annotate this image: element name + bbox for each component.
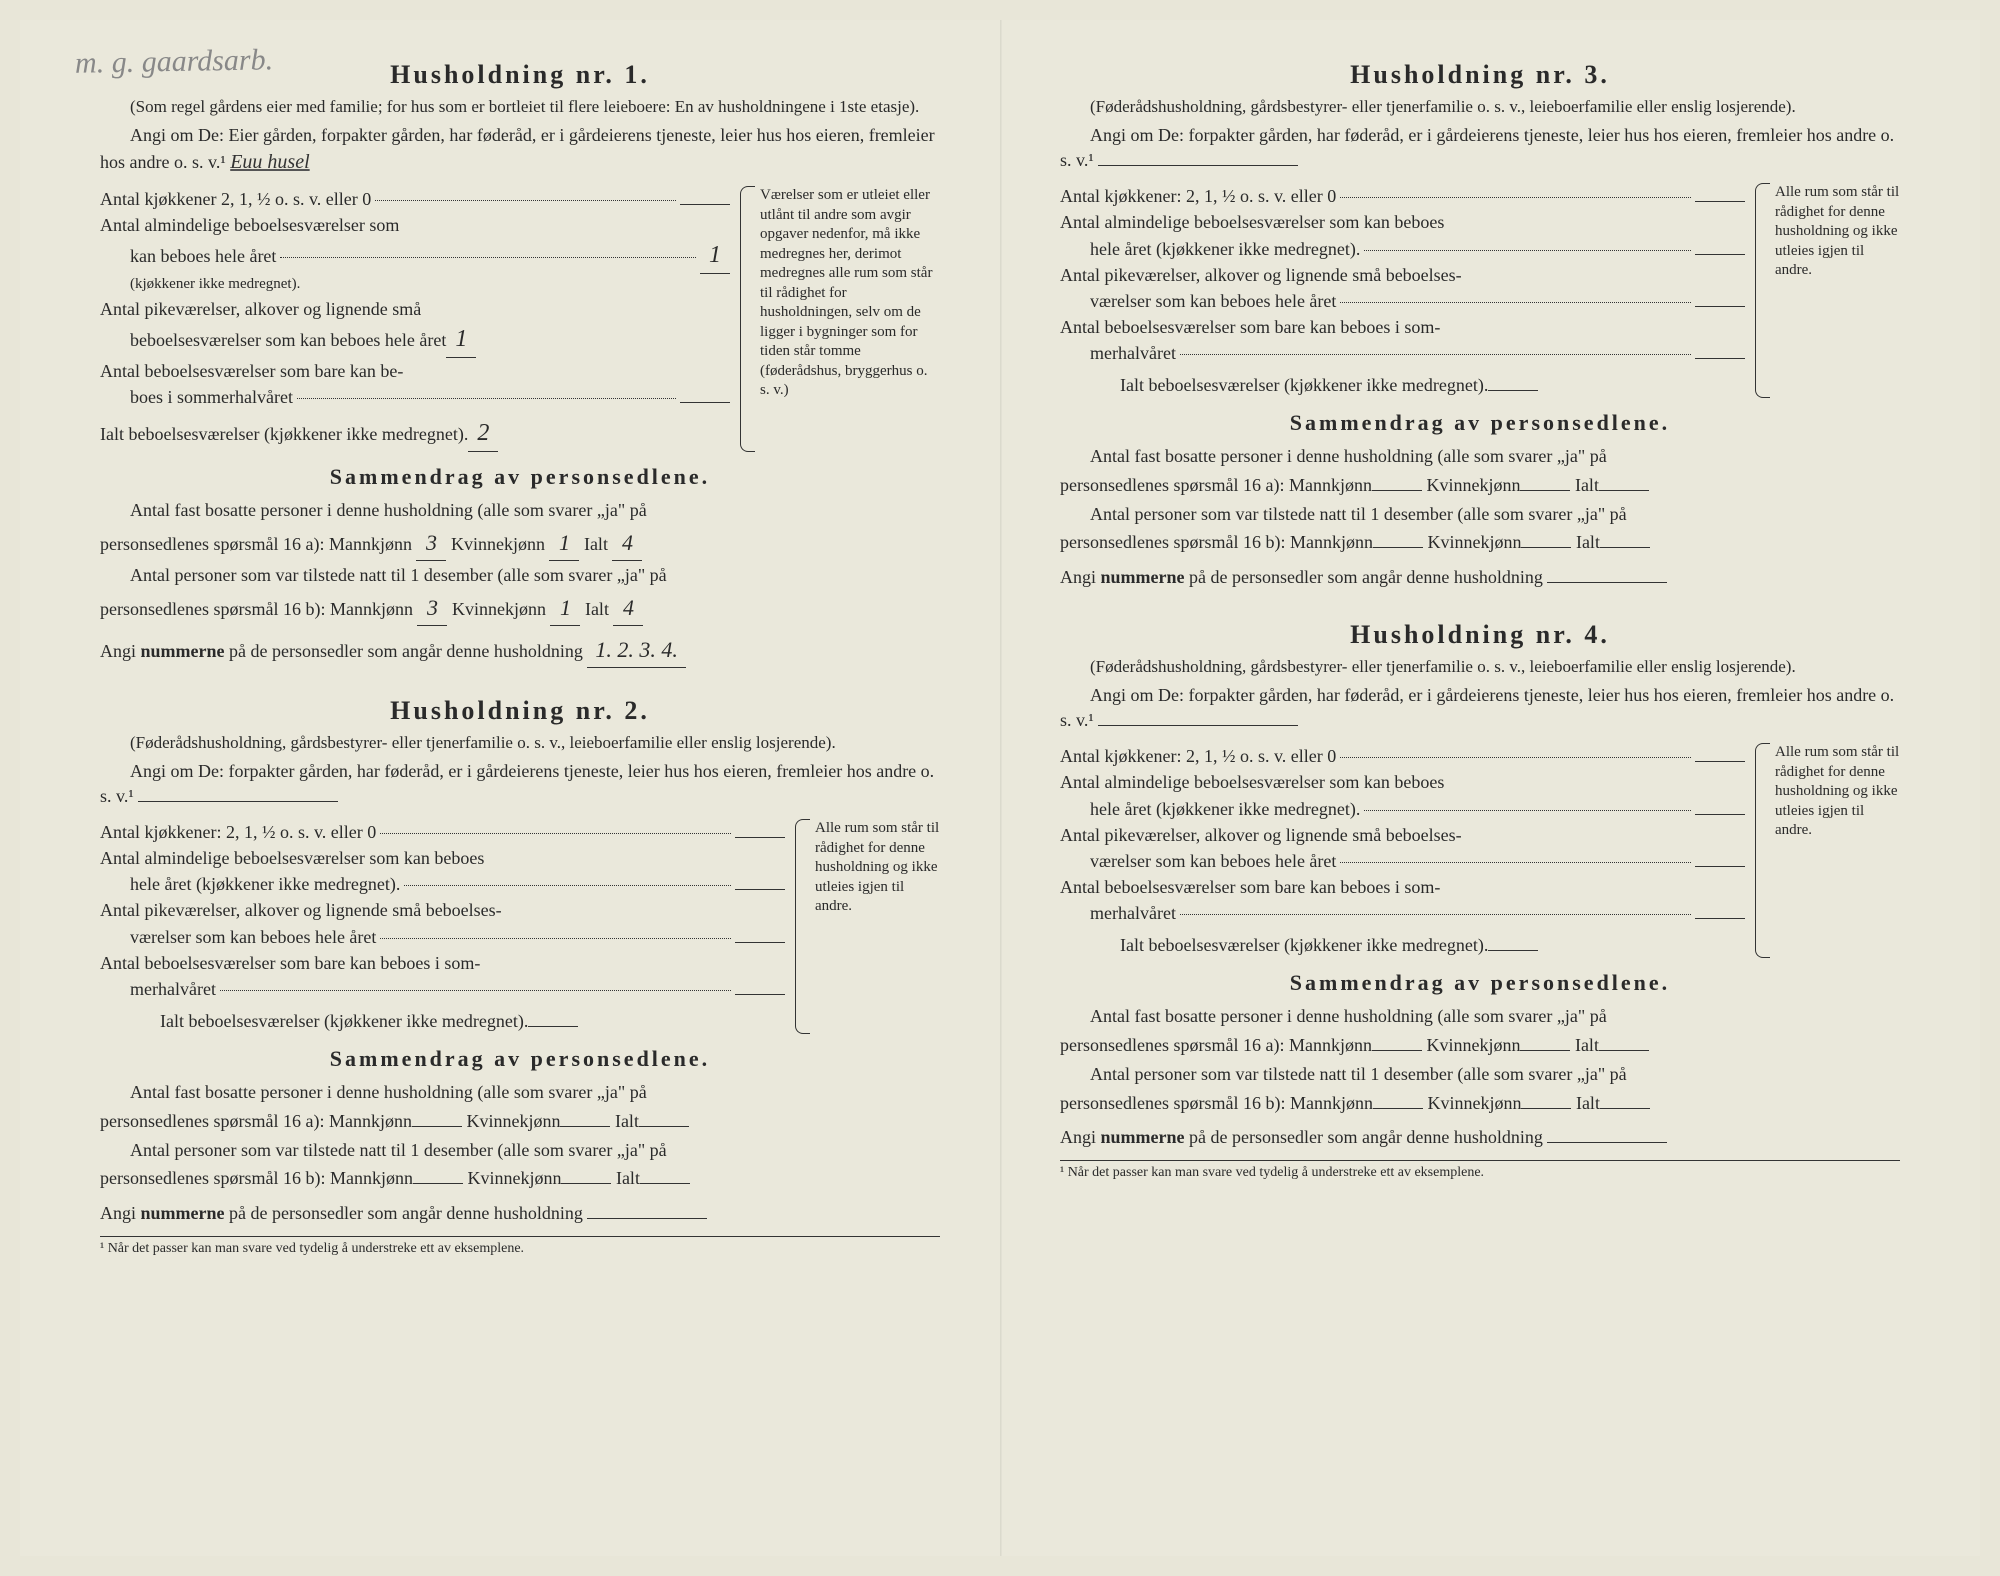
- nummerne-value: 1. 2. 3. 4.: [587, 632, 686, 668]
- household-4-subtitle: (Føderådshusholdning, gårdsbestyrer- ell…: [1060, 656, 1900, 679]
- household-4-rooms: Antal kjøkkener: 2, 1, ½ o. s. v. eller …: [1060, 743, 1900, 958]
- right-page: Husholdning nr. 3. (Føderådshusholdning,…: [1000, 20, 1980, 1556]
- household-4-summary-title: Sammendrag av personsedlene.: [1060, 970, 1900, 996]
- household-3-side-note: Alle rum som står til rådighet for denne…: [1760, 183, 1900, 398]
- kvinne-a-value: 1: [549, 525, 579, 561]
- household-2-angi: Angi om De: forpakter gården, har føderå…: [100, 759, 940, 809]
- household-2-summary-title: Sammendrag av personsedlene.: [100, 1046, 940, 1072]
- household-2-subtitle: (Føderådshusholdning, gårdsbestyrer- ell…: [100, 732, 940, 755]
- ialt-b-value: 4: [613, 590, 643, 626]
- household-3-angi: Angi om De: forpakter gården, har føderå…: [1060, 123, 1900, 173]
- household-1-angi: Angi om De: Eier gården, forpakter gårde…: [100, 123, 940, 176]
- household-4-side-note: Alle rum som står til rådighet for denne…: [1760, 743, 1900, 958]
- household-1-title: Husholdning nr. 1.: [100, 60, 940, 90]
- rooms-maid-value: 1: [446, 322, 476, 358]
- household-4: Husholdning nr. 4. (Føderådshusholdning,…: [1060, 620, 1900, 1181]
- household-4-angi: Angi om De: forpakter gården, har føderå…: [1060, 683, 1900, 733]
- household-2: Husholdning nr. 2. (Føderådshusholdning,…: [100, 696, 940, 1257]
- household-2-side-note: Alle rum som står til rådighet for denne…: [800, 819, 940, 1034]
- household-3-rooms: Antal kjøkkener: 2, 1, ½ o. s. v. eller …: [1060, 183, 1900, 398]
- mann-b-value: 3: [417, 590, 447, 626]
- left-page: Husholdning nr. 1. (Som regel gårdens ei…: [20, 20, 1000, 1556]
- kvinne-b-value: 1: [550, 590, 580, 626]
- household-2-rooms: Antal kjøkkener: 2, 1, ½ o. s. v. eller …: [100, 819, 940, 1034]
- household-1-subtitle: (Som regel gårdens eier med familie; for…: [100, 96, 940, 119]
- rooms-ordinary-value: 1: [700, 238, 730, 274]
- household-3-summary-title: Sammendrag av personsedlene.: [1060, 410, 1900, 436]
- household-3-title: Husholdning nr. 3.: [1060, 60, 1900, 90]
- rooms-total-value: 2: [468, 416, 498, 452]
- ialt-a-value: 4: [612, 525, 642, 561]
- household-3: Husholdning nr. 3. (Føderådshusholdning,…: [1060, 60, 1900, 592]
- census-document: m. g. gaardsarb. Husholdning nr. 1. (Som…: [20, 20, 1980, 1556]
- household-3-subtitle: (Føderådshusholdning, gårdsbestyrer- ell…: [1060, 96, 1900, 119]
- household-1-rooms: Antal kjøkkener 2, 1, ½ o. s. v. eller 0…: [100, 186, 940, 452]
- household-1: Husholdning nr. 1. (Som regel gårdens ei…: [100, 60, 940, 668]
- mann-a-value: 3: [416, 525, 446, 561]
- household-1-side-note: Værelser som er utleiet eller utlånt til…: [745, 186, 940, 452]
- footnote-left: ¹ Når det passer kan man svare ved tydel…: [100, 1236, 940, 1257]
- footnote-right: ¹ Når det passer kan man svare ved tydel…: [1060, 1160, 1900, 1181]
- household-4-title: Husholdning nr. 4.: [1060, 620, 1900, 650]
- household-2-title: Husholdning nr. 2.: [100, 696, 940, 726]
- household-1-summary-title: Sammendrag av personsedlene.: [100, 464, 940, 490]
- angi-handwritten: Euu husel: [230, 151, 309, 173]
